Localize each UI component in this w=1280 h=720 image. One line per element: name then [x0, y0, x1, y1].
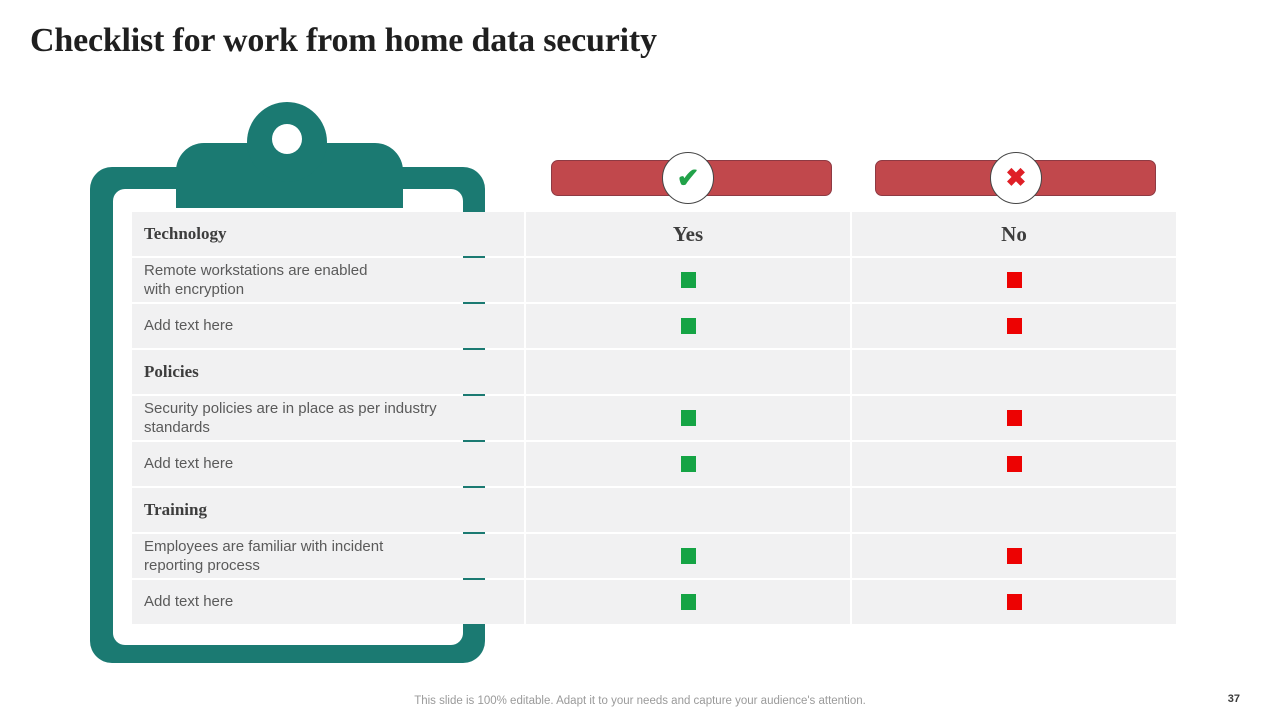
column-header-no: No — [852, 212, 1176, 256]
yes-square-icon — [680, 547, 696, 564]
table-row: Add text here — [132, 304, 1176, 348]
check-icon: ✔ — [676, 162, 700, 193]
no-square-icon — [1006, 547, 1022, 564]
row-label: Employees are familiar with incident rep… — [144, 537, 384, 575]
table-row: Remote workstations are enabled with enc… — [132, 258, 1176, 302]
row-label: Remote workstations are enabled with enc… — [144, 261, 368, 299]
table-row: Employees are familiar with incident rep… — [132, 534, 1176, 578]
empty-cell — [526, 350, 850, 394]
no-square-icon — [1006, 271, 1022, 288]
table-row: Add text here — [132, 580, 1176, 624]
row-label: Security policies are in place as per in… — [144, 399, 437, 437]
add-text-placeholder[interactable]: Add text here — [144, 455, 234, 473]
checklist-table: Technology Yes No Remote workstations ar… — [130, 210, 1178, 626]
no-square-icon — [1006, 593, 1022, 610]
empty-cell — [852, 488, 1176, 532]
section-label-policies: Policies — [132, 350, 524, 394]
table-row: Security policies are in place as per in… — [132, 396, 1176, 440]
add-text-placeholder[interactable]: Add text here — [144, 593, 234, 611]
table-section-row: Policies — [132, 350, 1176, 394]
cross-circle-icon: ✖ — [990, 152, 1042, 204]
yes-square-icon — [680, 317, 696, 334]
slide-title: Checklist for work from home data securi… — [30, 22, 657, 59]
footer-note: This slide is 100% editable. Adapt it to… — [414, 695, 866, 707]
yes-square-icon — [680, 593, 696, 610]
yes-square-icon — [680, 271, 696, 288]
cross-icon: ✖ — [1005, 163, 1027, 192]
page-number: 37 — [1227, 693, 1240, 705]
column-header-technology: Technology — [132, 212, 524, 256]
empty-cell — [852, 350, 1176, 394]
section-label-training: Training — [132, 488, 524, 532]
clipboard-knob-hole — [272, 124, 302, 154]
table-header-row: Technology Yes No — [132, 212, 1176, 256]
add-text-placeholder[interactable]: Add text here — [144, 317, 234, 335]
yes-square-icon — [680, 455, 696, 472]
no-square-icon — [1006, 317, 1022, 334]
yes-square-icon — [680, 409, 696, 426]
no-square-icon — [1006, 409, 1022, 426]
no-square-icon — [1006, 455, 1022, 472]
table-section-row: Training — [132, 488, 1176, 532]
table-row: Add text here — [132, 442, 1176, 486]
column-header-yes: Yes — [526, 212, 850, 256]
empty-cell — [526, 488, 850, 532]
check-circle-icon: ✔ — [662, 152, 714, 204]
